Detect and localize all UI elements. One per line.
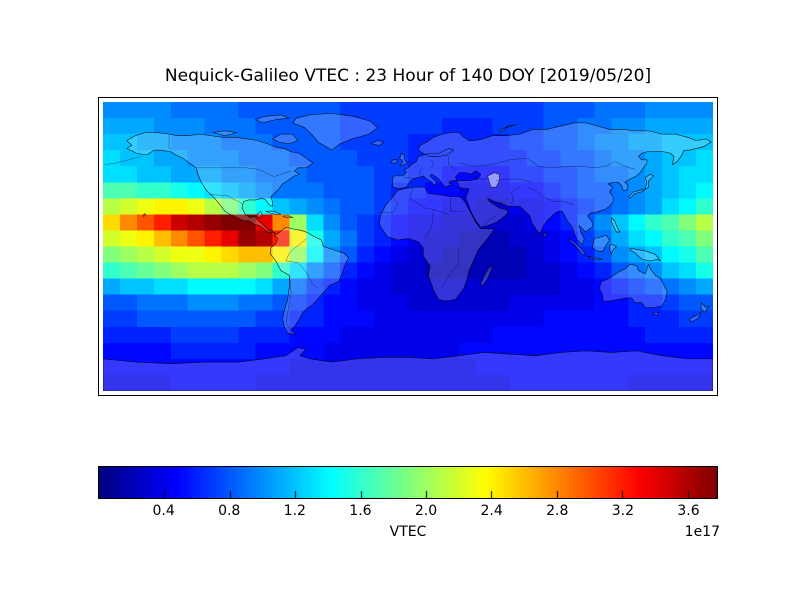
land-java [587, 255, 604, 260]
country-border [450, 195, 466, 212]
land-eurasia [392, 122, 712, 246]
country-border [404, 177, 414, 179]
country-border [246, 167, 292, 177]
land-madagascar [480, 265, 494, 287]
country-border [482, 215, 497, 228]
colorbar-canvas [98, 466, 718, 499]
land-new-zealand-north [700, 302, 710, 313]
land-north-america [126, 132, 314, 234]
land-sulawesi [609, 244, 617, 255]
country-border [419, 167, 422, 176]
land-united-kingdom [399, 153, 409, 167]
land-tasmania [653, 312, 660, 316]
country-border [458, 157, 636, 170]
colorbar-tick-label: 2.8 [546, 503, 569, 519]
country-border [285, 275, 292, 331]
country-border [448, 156, 456, 170]
land-new-guinea [629, 247, 661, 262]
land-ireland [390, 159, 399, 164]
country-border [441, 248, 460, 287]
country-border [429, 159, 434, 169]
lake-caspian-sea [487, 172, 500, 188]
vtec-heatmap-canvas [103, 102, 713, 391]
land-hawaii [142, 213, 146, 217]
country-border [379, 195, 399, 213]
land-greenland [292, 112, 378, 151]
country-border [423, 209, 434, 241]
land-sumatra [568, 238, 587, 255]
colorbar-tick-label: 1.2 [283, 503, 306, 519]
map-panel [98, 97, 718, 396]
land-australia [599, 263, 668, 308]
country-border [496, 178, 532, 183]
land-japan [627, 173, 654, 199]
world-map-overlay [103, 112, 713, 391]
land-south-america [270, 226, 349, 336]
land-victoria-island [212, 130, 238, 136]
colorbar-tick-label: 3.2 [611, 503, 634, 519]
country-border [409, 187, 449, 215]
land-africa [378, 186, 495, 302]
colorbar-axis-label: VTEC [389, 524, 427, 540]
country-border [254, 218, 258, 221]
land-hispaniola [282, 215, 294, 218]
colorbar-tick-label: 0.4 [152, 503, 175, 519]
land-baffin-island [272, 133, 299, 145]
land-philippines [611, 217, 621, 233]
land-iceland [370, 140, 385, 146]
country-border [509, 186, 520, 207]
figure-title: Nequick-Galileo VTEC : 23 Hour of 140 DO… [164, 66, 652, 86]
land-antarctica [103, 347, 713, 391]
country-border [468, 174, 488, 180]
colorbar-tick-label: 3.6 [677, 503, 700, 519]
land-borneo [592, 234, 610, 252]
colorbar-tick-label: 2.4 [480, 503, 503, 519]
land-sri-lanka [543, 231, 548, 238]
land-cuba [265, 210, 282, 215]
country-border [104, 156, 141, 165]
land-novaya-zemlya [499, 124, 517, 133]
land-ellesmere-island [255, 114, 290, 124]
country-border [209, 194, 243, 205]
colorbar-tick-label: 2.0 [414, 503, 438, 519]
colorbar-tick-labels: 0.4 0.8 1.2 1.6 2.0 2.4 2.8 3.2 3.6 [98, 503, 718, 521]
colorbar-tick-label: 1.6 [349, 503, 372, 519]
colorbar-offset-label: 1e17 [684, 524, 720, 540]
country-border [285, 238, 319, 289]
country-border [526, 186, 575, 205]
land-new-zealand-south [688, 312, 702, 323]
colorbar-tick-label: 0.8 [218, 503, 241, 519]
